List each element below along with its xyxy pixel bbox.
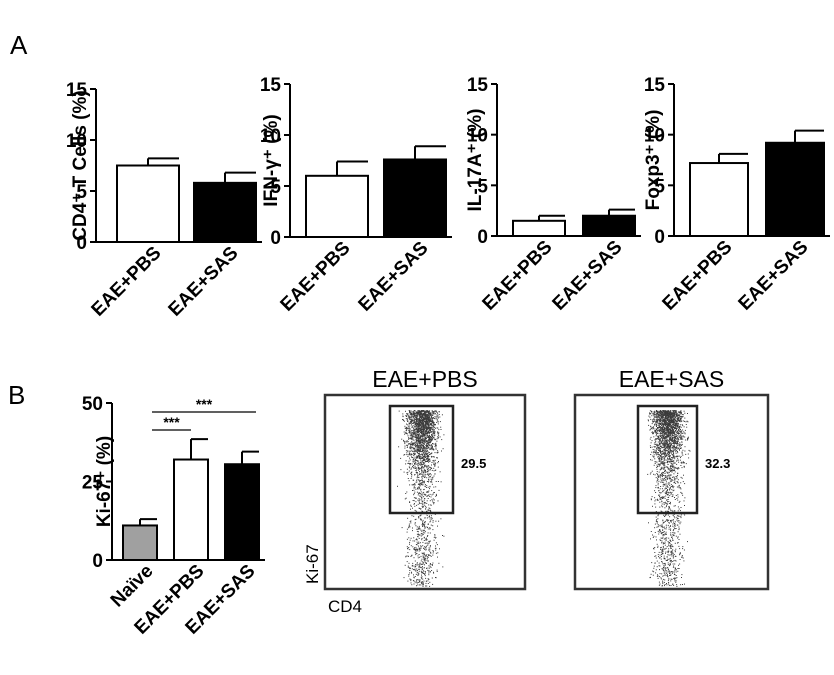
y-axis-title: Foxp3⁺ (%) (643, 110, 664, 211)
gate-percent: 32.3 (705, 456, 730, 471)
y-tick-label: 5 (76, 182, 87, 203)
bar-na-ve (122, 524, 158, 562)
y-tick-label: 15 (644, 75, 666, 96)
y-tick-label: 5 (270, 177, 281, 198)
y-tick-label: 10 (467, 126, 488, 147)
flow-dots (647, 410, 691, 587)
bar-eae-sas (224, 463, 260, 562)
category-label: EAE+SAS (735, 237, 813, 315)
y-tick-label: 25 (82, 473, 104, 494)
flow-plot-eae-pbs: EAE+PBS 29.5 (323, 366, 527, 591)
y-axis-title: IL-17A⁺ (%) (465, 109, 486, 212)
y-tick-label: 10 (644, 126, 665, 147)
bar-eae-sas (582, 214, 636, 238)
bar-chart-ifng: 0 5 10 15 IFN-γ⁺ (%) EAE+PBS EAE+SAS (260, 75, 452, 316)
y-axis-title: Ki-67⁺ (%) (94, 436, 115, 527)
category-label: EAE+SAS (355, 238, 433, 316)
y-tick-label: 0 (92, 551, 103, 572)
category-label: EAE+SAS (165, 243, 243, 321)
y-tick-label: 0 (477, 227, 488, 248)
flow-plot-title: EAE+SAS (619, 366, 724, 392)
y-tick-label: 15 (467, 75, 489, 96)
category-label: EAE+PBS (277, 238, 355, 316)
flow-plot-eae-sas: EAE+SAS 32.3 (573, 366, 770, 591)
bar-eae-sas (193, 181, 257, 243)
bar-eae-sas (765, 141, 825, 237)
flow-dots (397, 410, 445, 587)
gate-rectangle (388, 404, 455, 515)
y-tick-label: 5 (654, 176, 665, 197)
y-tick-label: 10 (260, 126, 281, 147)
category-label: EAE+PBS (88, 243, 166, 321)
bar-eae-pbs (173, 458, 209, 561)
bar-eae-pbs (116, 164, 180, 243)
bar-eae-pbs (512, 219, 566, 238)
bar-eae-sas (383, 158, 447, 238)
flow-x-axis-label: CD4 (328, 597, 362, 616)
significance-label: *** (196, 396, 213, 412)
flow-plots: EAE+PBS 29.5 EAE+SAS 32.3 Ki-67 CD4 (303, 366, 770, 616)
y-tick-label: 15 (260, 75, 282, 96)
y-axis-title: IFN-γ⁺ (%) (261, 114, 282, 206)
category-label: EAE+SAS (549, 237, 627, 315)
bar-eae-pbs (305, 174, 369, 239)
panel-label-a: A (10, 30, 28, 60)
category-label: EAE+PBS (479, 237, 557, 315)
flow-y-axis-label: Ki-67 (303, 544, 322, 584)
y-tick-label: 15 (66, 80, 88, 101)
y-tick-label: 0 (654, 227, 665, 248)
gate-percent: 29.5 (461, 456, 486, 471)
y-tick-label: 0 (270, 228, 281, 249)
y-axis-title: CD4⁺ T Cells (%) (70, 90, 91, 240)
y-tick-label: 10 (66, 131, 87, 152)
gate-rectangle (636, 404, 699, 515)
y-tick-label: 5 (477, 176, 488, 197)
bar-eae-pbs (689, 162, 749, 237)
y-tick-label: 0 (76, 233, 87, 254)
significance-label: *** (163, 414, 180, 430)
flow-plot-title: EAE+PBS (372, 366, 477, 392)
panel-label-b: B (8, 380, 25, 410)
y-tick-label: 50 (82, 394, 103, 415)
category-label: EAE+PBS (659, 237, 737, 315)
